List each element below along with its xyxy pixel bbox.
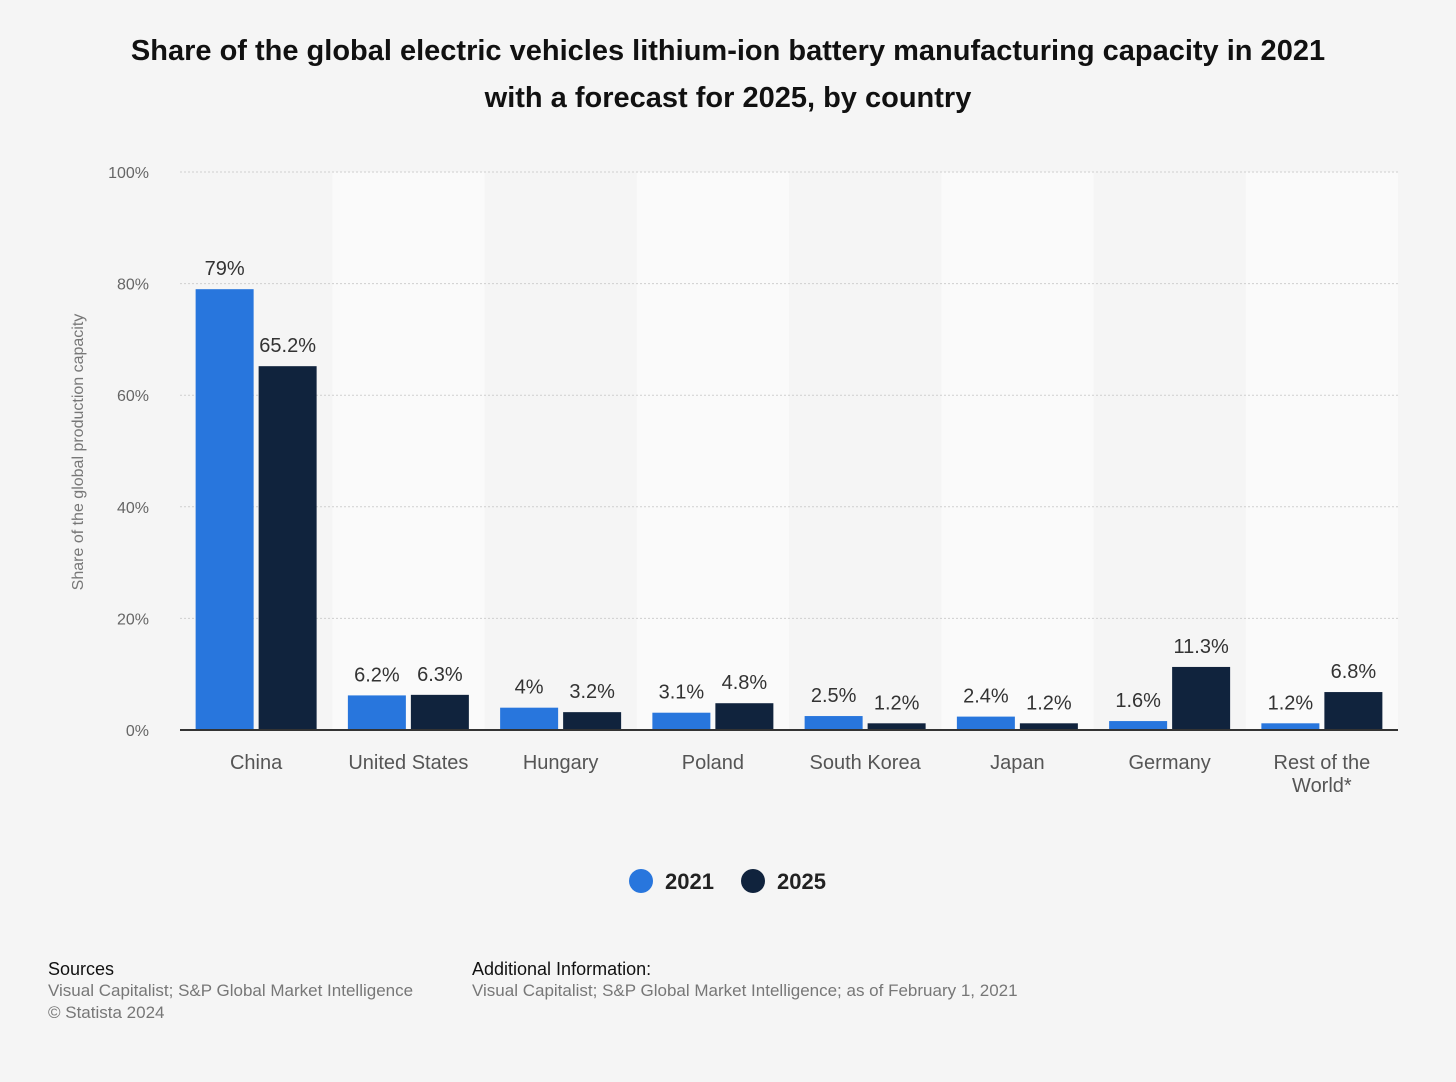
value-label: 6.8% xyxy=(1331,661,1377,683)
legend-marker-2021[interactable] xyxy=(629,869,653,893)
bar-2021[interactable] xyxy=(804,716,863,730)
bar-2021[interactable] xyxy=(500,707,559,730)
category-label: Poland xyxy=(682,752,744,774)
value-label: 3.1% xyxy=(659,682,705,704)
value-label: 4.8% xyxy=(722,672,768,694)
category-label: Japan xyxy=(990,752,1045,774)
legend-label-2021[interactable]: 2021 xyxy=(665,869,714,894)
additional-heading: Additional Information: xyxy=(472,959,652,979)
category-band xyxy=(332,172,485,730)
category-label: Germany xyxy=(1129,752,1211,774)
value-label: 1.2% xyxy=(1026,692,1072,714)
category-band xyxy=(941,172,1094,730)
category-label: United States xyxy=(348,752,468,774)
category-band xyxy=(1245,172,1398,730)
category-band xyxy=(636,172,789,730)
bar-2025[interactable] xyxy=(258,366,317,730)
bar-2025[interactable] xyxy=(410,694,469,730)
category-label: Hungary xyxy=(523,752,599,774)
bar-2021[interactable] xyxy=(195,289,254,730)
sources-heading: Sources xyxy=(48,959,115,979)
y-tick-label: 0% xyxy=(126,723,149,740)
bar-2025[interactable] xyxy=(867,723,926,730)
bar-2021[interactable] xyxy=(1109,721,1168,730)
value-label: 4% xyxy=(515,677,544,699)
bar-2021[interactable] xyxy=(956,716,1015,730)
y-tick-label: 100% xyxy=(108,165,149,182)
bar-2025[interactable] xyxy=(1172,666,1231,730)
copyright: © Statista 2024 xyxy=(48,1003,165,1022)
additional-info-block: Additional Information: Visual Capitalis… xyxy=(472,958,1018,1002)
legend-label-2025[interactable]: 2025 xyxy=(777,869,826,894)
value-label: 3.2% xyxy=(569,681,615,703)
category-band xyxy=(484,172,637,730)
bar-2025[interactable] xyxy=(1019,723,1078,730)
value-label: 2.5% xyxy=(811,685,857,707)
value-label: 65.2% xyxy=(259,335,316,357)
value-label: 6.2% xyxy=(354,664,400,686)
y-tick-label: 40% xyxy=(117,500,149,517)
value-labels: 79% 65.2% 6.2% 6.3% 4% 3.2% 3.1% 4.8% 2.5% 1.2% 2.… xyxy=(205,258,1377,714)
value-label: 6.3% xyxy=(417,664,463,686)
bars xyxy=(195,289,1383,730)
bar-2021[interactable] xyxy=(347,695,406,730)
category-label: Rest of the World* xyxy=(1274,752,1371,797)
legend-marker-2025[interactable] xyxy=(741,869,765,893)
bar-2025[interactable] xyxy=(715,703,774,730)
sources-text[interactable]: Visual Capitalist; S&P Global Market Int… xyxy=(48,981,414,1000)
value-label: 79% xyxy=(205,258,245,280)
y-tick-label: 80% xyxy=(117,277,149,294)
category-band xyxy=(789,172,942,730)
bar-2025[interactable] xyxy=(563,712,622,730)
y-axis-ticks: 0% 20% 40% 60% 80% 100% xyxy=(108,165,149,740)
value-label: 2.4% xyxy=(963,686,1009,708)
category-label: China xyxy=(230,752,283,774)
bar-2021[interactable] xyxy=(652,712,711,730)
sources-block: Sources Visual Capitalist; S&P Global Ma… xyxy=(48,958,413,1024)
y-axis-title: Share of the global production capacity xyxy=(70,314,87,591)
value-label: 11.3% xyxy=(1174,636,1229,658)
value-label: 1.2% xyxy=(1268,692,1314,714)
bar-2025[interactable] xyxy=(1324,692,1383,730)
category-band xyxy=(1093,172,1246,730)
chart-title: Share of the global electric vehicles li… xyxy=(130,35,1326,114)
value-label: 1.6% xyxy=(1115,690,1161,712)
category-label: South Korea xyxy=(810,752,922,774)
y-tick-label: 20% xyxy=(117,611,149,628)
y-tick-label: 60% xyxy=(117,388,149,405)
gridlines xyxy=(180,171,1398,619)
category-labels: China United States Hungary Poland South Kor… xyxy=(230,752,1370,797)
value-label: 1.2% xyxy=(874,692,920,714)
legend[interactable]: 2021 2025 xyxy=(629,869,826,894)
bar-2021[interactable] xyxy=(1261,723,1320,730)
category-bands xyxy=(180,172,1398,730)
additional-text: Visual Capitalist; S&P Global Market Int… xyxy=(472,981,1018,1000)
